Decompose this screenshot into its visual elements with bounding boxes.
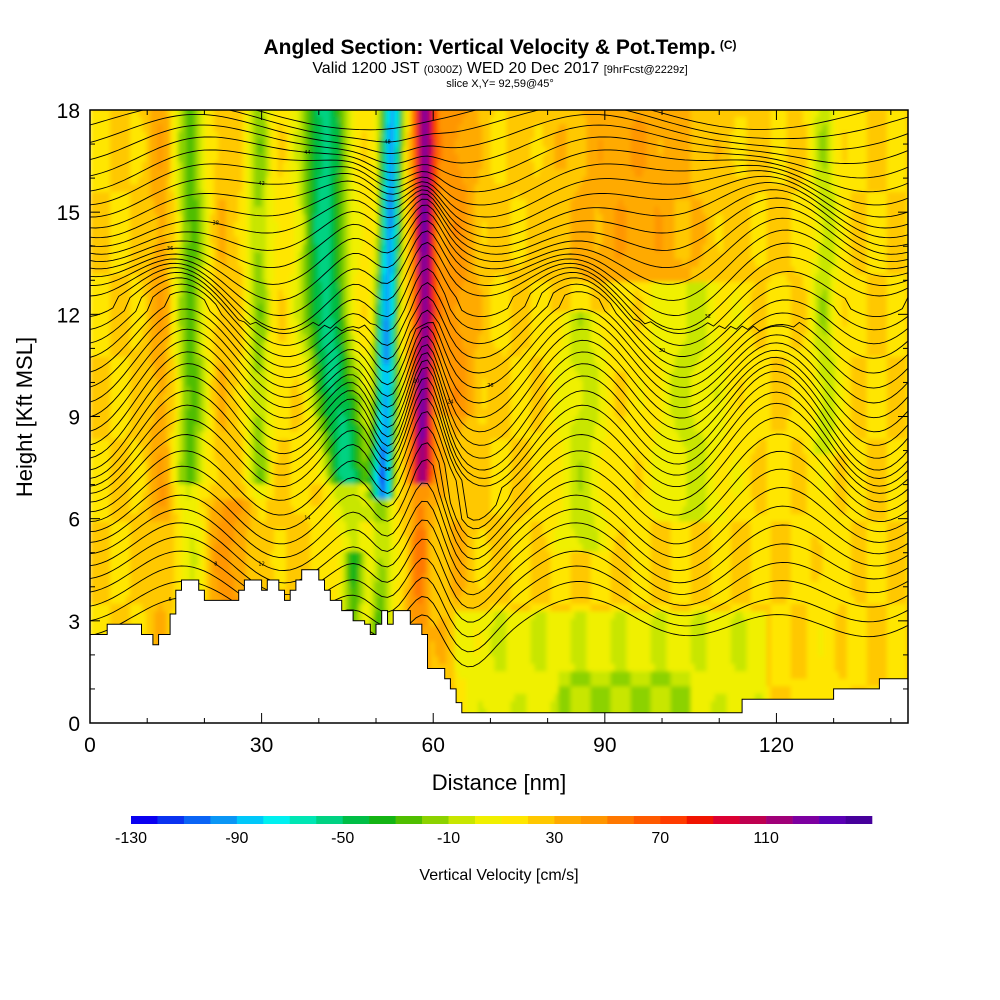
isentrope-label: 20 [413,378,419,384]
colorbar-swatch [501,816,529,824]
colorbar-swatch [157,816,185,824]
y-tick-label: 18 [57,100,80,123]
isentrope-label: 42 [258,181,264,187]
colorbar-swatch [792,816,820,824]
colorbar-swatch [369,816,396,824]
colorbar-swatch [554,816,582,824]
x-tick-label: 0 [84,734,96,757]
colorbar-swatch [316,816,344,824]
isentrope-label: 30 [659,348,665,354]
colorbar-swatch [236,816,264,824]
colorbar-swatch [686,816,714,824]
y-tick-label: 6 [68,509,80,532]
colorbar-swatch [633,816,661,824]
colorbar-swatch [475,816,502,824]
colorbar-swatch [845,816,873,824]
colorbar-swatch [342,816,370,824]
terrain-mask [90,569,908,723]
y-axis-title: Height [Kft MSL] [12,337,37,497]
chart-title: Angled Section: Vertical Velocity & Pot.… [263,36,737,59]
colorbar-tick-label: -130 [115,830,147,847]
colorbar-swatch [607,816,635,824]
colorbar-tick-label: -10 [437,830,460,847]
y-tick-label: 12 [57,304,80,327]
colorbar-swatch [713,816,740,824]
isentrope-label: 18 [384,467,390,473]
potential-temperature-contours: 6 8 12 14 18 20 24 26 30 32 36 38 42 44 48 [90,110,908,668]
colorbar-swatch [819,816,846,824]
isentrope-label: 6 [169,597,172,603]
isentrope-label: 36 [167,246,173,252]
colorbar-title: Vertical Velocity [cm/s] [419,867,578,884]
colorbar-swatch [660,816,688,824]
colorbar-swatch [766,816,793,824]
x-tick-label: 60 [422,734,445,757]
colorbar-swatch [422,816,449,824]
x-tick-label: 90 [593,734,616,757]
colorbar-tick-label: 30 [546,830,564,847]
colorbar-tick-label: 70 [651,830,669,847]
isentrope-label: 48 [384,140,390,146]
y-tick-label: 15 [57,202,80,225]
x-tick-label: 30 [250,734,273,757]
colorbar-swatch [739,816,767,824]
isentrope-label: 8 [214,562,217,568]
isentrope-label: 38 [213,221,219,227]
colorbar-swatch [183,816,211,824]
y-tick-label: 3 [68,611,80,634]
colorbar-swatch [131,816,158,824]
isentrope-label: 24 [447,399,453,405]
colorbar-swatch [448,816,476,824]
colorbar-swatch [210,816,238,824]
colorbar-tick-label: -90 [225,830,248,847]
colorbar-tick-label: 110 [753,830,779,847]
colorbar-swatch [395,816,423,824]
x-axis-title: Distance [nm] [432,770,567,795]
isentrope-label: 44 [304,150,310,156]
y-tick-label: 0 [68,713,80,736]
isentrope-label: 26 [487,383,493,389]
chart-subtitle: Valid 1200 JST (0300Z) WED 20 Dec 2017 [… [312,60,688,77]
colorbar: -130 -90 -50 -10 30 70 110 [115,816,873,847]
colorbar-swatch [289,816,317,824]
isentrope-label: 12 [258,561,264,567]
colorbar-swatch [527,816,555,824]
colorbar-swatch [580,816,608,824]
slice-info: slice X,Y= 92,59@45° [446,78,554,90]
colorbar-tick-label: -50 [331,830,354,847]
terrain-surface [90,569,908,723]
isentrope-label: 14 [304,515,310,521]
x-tick-label: 120 [759,734,794,757]
colorbar-swatch [263,816,291,824]
y-tick-label: 9 [68,407,80,430]
isentrope-label: 32 [705,314,711,320]
x-axis: 0 30 60 90 120 [84,110,892,757]
